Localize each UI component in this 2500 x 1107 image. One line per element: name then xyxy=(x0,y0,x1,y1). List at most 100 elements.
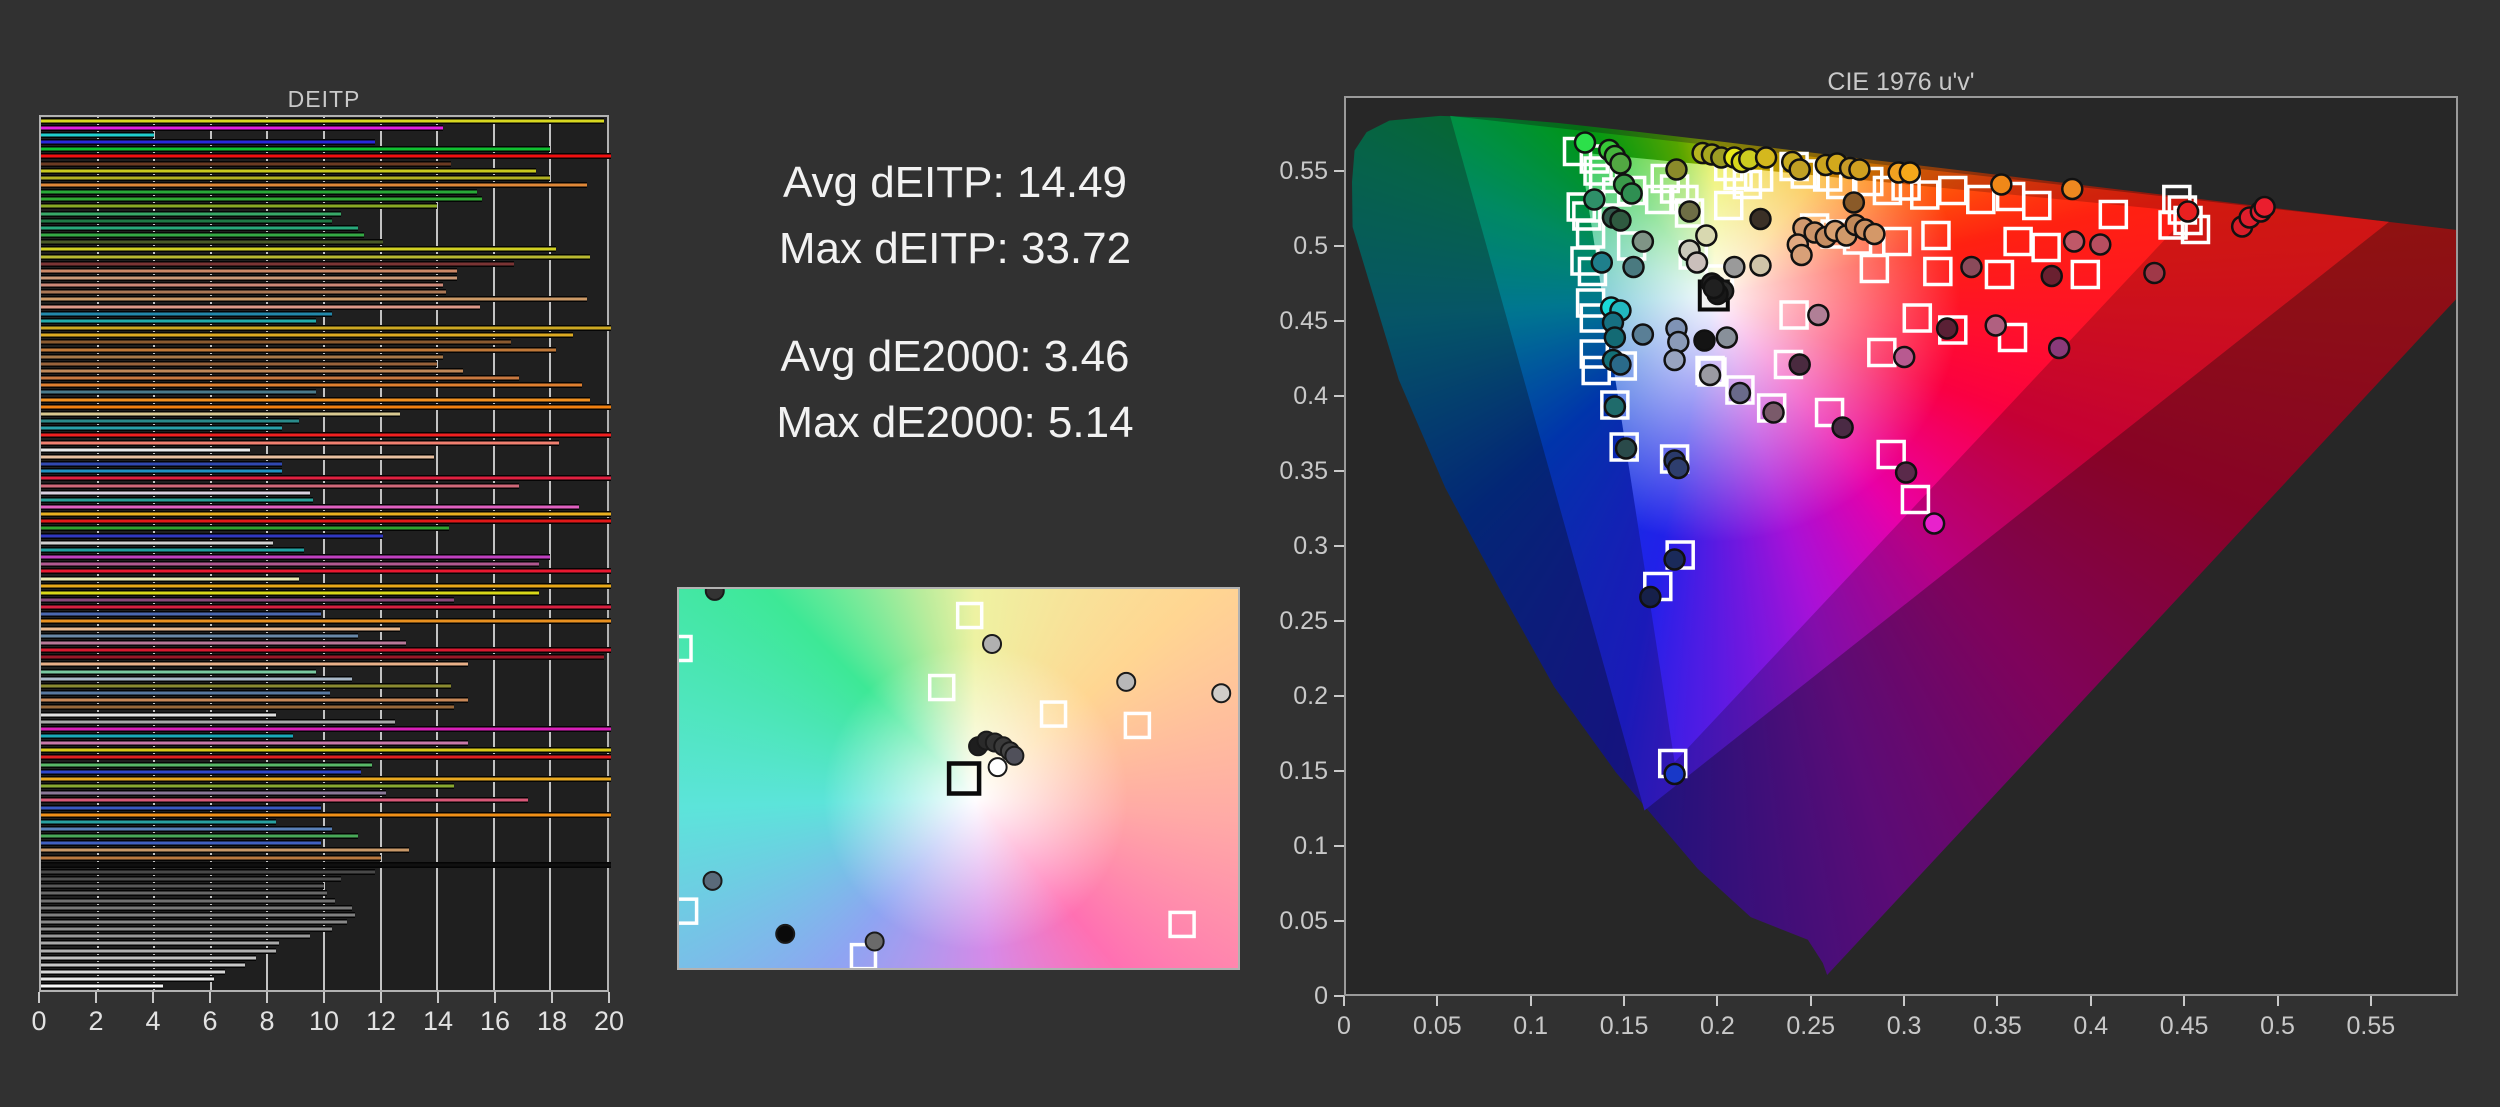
cie-measured-point xyxy=(1609,152,1632,175)
cie-x-tick-label: 0.15 xyxy=(1599,1012,1649,1040)
deitp-bar xyxy=(41,117,605,124)
cie-x-tick xyxy=(1436,996,1439,1006)
cie-measured-point xyxy=(1848,158,1871,181)
cie-measured-point xyxy=(1990,173,2013,196)
cie-measured-point xyxy=(1603,326,1627,349)
cie-target-square xyxy=(1938,175,1968,206)
cie-measured-point xyxy=(1749,207,1772,231)
deitp-x-tick xyxy=(38,992,40,1003)
cie-y-tick xyxy=(1334,695,1344,697)
cie-measured-point xyxy=(1667,456,1690,480)
deitp-x-tick xyxy=(209,992,211,1003)
cie-measured-point xyxy=(1631,230,1655,253)
cie-measured-point xyxy=(2089,233,2112,256)
deitp-bar xyxy=(41,897,336,904)
deitp-x-tick xyxy=(266,992,268,1003)
deitp-bar xyxy=(41,267,457,274)
deitp-bar xyxy=(41,453,435,460)
cie-x-tick-label: 0 xyxy=(1337,1012,1351,1040)
cie-measured-point xyxy=(2040,264,2063,288)
deitp-bar xyxy=(41,217,333,224)
deitp-x-tick xyxy=(152,992,154,1003)
cie-measured-point xyxy=(1667,330,1690,354)
cie-x-tick-label: 0.4 xyxy=(2073,1012,2109,1040)
deitp-gridline xyxy=(323,117,325,990)
cie-target-square xyxy=(1900,484,1931,515)
deitp-bar xyxy=(41,131,155,138)
deitp-bar xyxy=(41,919,347,926)
cie-measured-point xyxy=(2061,177,2084,201)
deitp-bar xyxy=(41,296,588,303)
cie-measured-point xyxy=(1663,762,1686,786)
cie-measured-point xyxy=(1663,548,1686,571)
deitp-x-tick-label: 12 xyxy=(365,1006,397,1036)
deitp-bar xyxy=(41,797,528,804)
deitp-x-tick xyxy=(380,992,382,1003)
deitp-bar xyxy=(41,360,438,367)
deitp-x-tick-label: 6 xyxy=(202,1006,218,1036)
cie-chart-title: CIE 1976 u'v' xyxy=(1827,68,1975,96)
deitp-gridline xyxy=(153,117,156,990)
cie-measured-point xyxy=(1622,255,1645,279)
deitp-x-tick-label: 16 xyxy=(479,1006,511,1036)
cie-target-square xyxy=(1984,259,2015,290)
deitp-bar xyxy=(41,432,612,439)
deitp-bar xyxy=(41,224,358,231)
target-square-marker xyxy=(1123,711,1152,740)
deitp-x-tick xyxy=(494,992,496,1003)
deitp-gridline xyxy=(549,117,552,990)
cie-measured-point xyxy=(1702,276,1726,300)
deitp-chart-title: DEITP xyxy=(287,86,361,112)
cie-target-square xyxy=(1902,303,1933,333)
deitp-bar xyxy=(41,253,591,260)
avg-de2000-value: Avg dE2000: 3.46 xyxy=(780,332,1130,381)
measured-point-marker xyxy=(982,633,1003,654)
deitp-bar xyxy=(41,339,511,346)
deitp-bar xyxy=(41,675,353,682)
cie-x-tick-label: 0.2 xyxy=(1700,1012,1735,1040)
cie-x-tick-label: 0.1 xyxy=(1513,1012,1549,1040)
deitp-bar xyxy=(41,747,612,754)
deitp-x-tick xyxy=(608,992,610,1003)
cie-measured-point xyxy=(1863,222,1886,246)
deitp-bar xyxy=(41,790,387,797)
cie-target-square xyxy=(1872,175,1903,206)
cie-measured-point xyxy=(1723,255,1746,279)
cie-x-tick-label: 0.05 xyxy=(1413,1012,1462,1040)
deitp-x-tick-label: 10 xyxy=(308,1006,340,1036)
cie-measured-point xyxy=(1583,188,1606,211)
measured-point-marker xyxy=(1211,683,1232,704)
deitp-bar xyxy=(41,825,333,832)
cie-y-tick xyxy=(1334,845,1344,847)
target-square-marker xyxy=(1039,700,1068,728)
deitp-x-tick-label: 0 xyxy=(31,1006,47,1036)
deitp-bar xyxy=(41,303,480,310)
cie-measured-point xyxy=(1631,323,1655,346)
cie-x-tick xyxy=(1716,996,1719,1006)
cie-x-tick xyxy=(2276,996,2279,1006)
deitp-bar xyxy=(41,410,401,417)
deitp-gridline xyxy=(209,117,212,990)
cie-measured-point xyxy=(1715,326,1739,349)
deitp-bar xyxy=(41,940,279,947)
cie-measured-point xyxy=(2176,200,2200,223)
cie-measured-point xyxy=(1693,329,1716,352)
cie-y-tick-label: 0 xyxy=(1314,982,1328,1010)
deitp-bar xyxy=(41,847,409,854)
deitp-bar xyxy=(41,210,341,217)
deitp-bar xyxy=(41,697,469,704)
deitp-bar-chart xyxy=(39,115,612,992)
max-deitp-value: Max dEITP: 33.72 xyxy=(778,224,1132,273)
deitp-bar xyxy=(41,647,612,654)
deitp-bar xyxy=(41,418,299,425)
cie-x-tick-label: 0.55 xyxy=(2346,1012,2396,1040)
deitp-bar xyxy=(41,403,612,410)
cie-target-square xyxy=(1867,337,1897,368)
deitp-bar xyxy=(41,840,322,847)
cie-measured-point xyxy=(1892,345,1916,369)
cie-y-tick xyxy=(1334,245,1344,247)
deitp-bar xyxy=(41,539,274,546)
deitp-bar xyxy=(41,153,612,160)
deitp-bar xyxy=(41,246,557,253)
deitp-x-tick-label: 14 xyxy=(422,1006,454,1036)
